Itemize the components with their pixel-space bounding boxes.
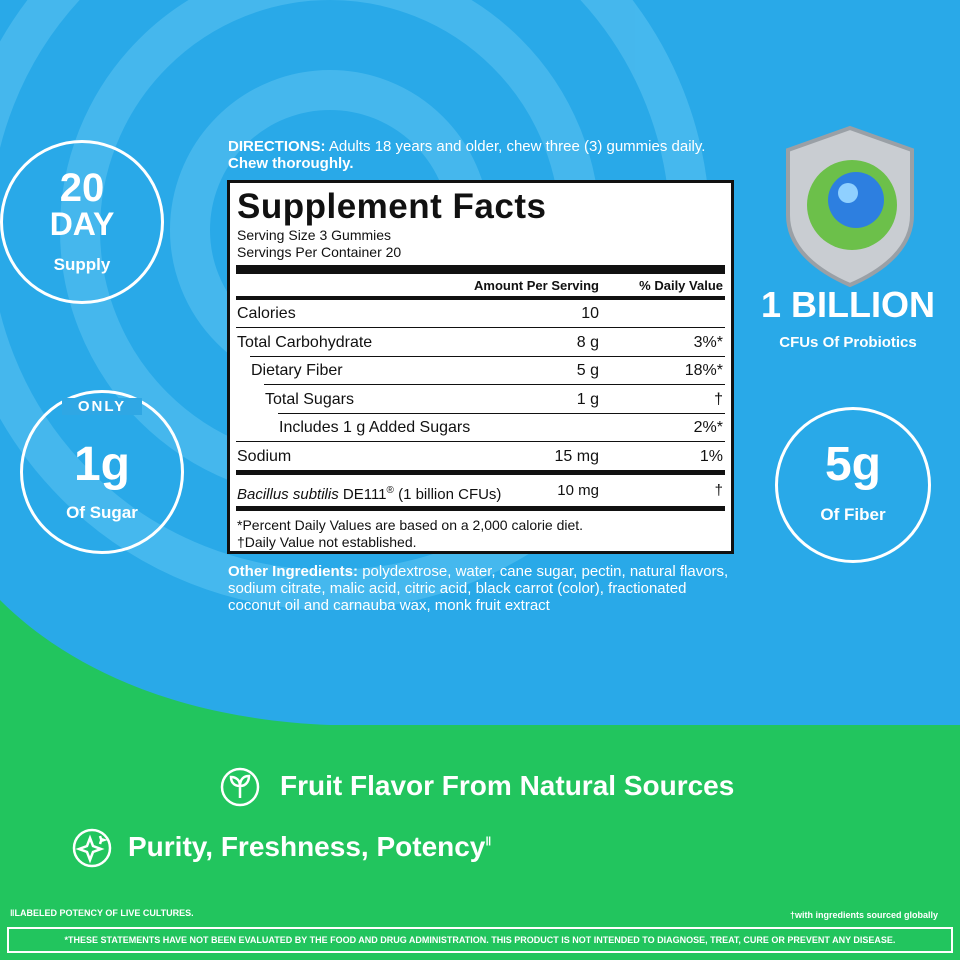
serving-size: Serving Size 3 Gummies: [237, 227, 392, 243]
badge-big: 1 BILLION: [760, 284, 935, 325]
badge-circle: [775, 407, 931, 563]
directions-emphasis: Chew thoroughly.: [228, 155, 354, 172]
culture-species: Bacillus subtilis: [237, 486, 339, 503]
culture-strain: DE111: [342, 486, 387, 503]
row-name: Total Carbohydrate: [237, 333, 373, 351]
row-dv: 18%*: [684, 362, 723, 379]
facts-footnote: *Percent Daily Values are based on a 2,0…: [237, 517, 584, 533]
rule: [236, 265, 725, 274]
badge-small: Of Fiber: [820, 505, 886, 524]
other-ingredients-text: polydextrose, water, cane sugar, pectin,…: [228, 563, 729, 614]
footnote: †with ingredients sourced globally: [789, 910, 938, 920]
rule: [236, 469, 725, 475]
badge-small: CFUs Of Probiotics: [779, 334, 917, 351]
badge-big: 5g: [824, 438, 881, 491]
row-dv: †: [714, 482, 723, 499]
badge-circle: [20, 390, 184, 554]
directions-label: DIRECTIONS:: [228, 138, 326, 155]
disclaimer: *THESE STATEMENTS HAVE NOT BEEN EVALUATE…: [64, 935, 896, 945]
rule: [236, 506, 725, 511]
badge-small: Supply: [53, 255, 111, 274]
row-dv: 2%*: [693, 419, 723, 436]
row-name: Dietary Fiber: [251, 362, 343, 379]
feature-text: Purity, Freshness, Potency: [128, 831, 486, 862]
row-name: Includes 1 g Added Sugars: [279, 419, 471, 436]
row-amount: 10 mg: [557, 482, 599, 499]
badge-big: 1g: [73, 438, 130, 491]
badge-circle: [0, 140, 164, 304]
facts-title: Supplement Facts: [237, 187, 547, 226]
culture-note: (1 billion CFUs): [398, 486, 502, 503]
rule: [236, 441, 725, 442]
row-name: Bacillus subtilis DE111® (1 billion CFUs…: [237, 482, 501, 504]
badge-small: Of Sugar: [66, 503, 138, 522]
directions: DIRECTIONS: Adults 18 years and older, c…: [228, 138, 728, 172]
directions-text: Adults 18 years and older, chew three (3…: [328, 138, 706, 155]
row-dv: †: [714, 390, 723, 408]
row-dv: 3%*: [693, 333, 723, 351]
row-amount: 5 g: [576, 362, 599, 379]
column-header: % Daily Value: [639, 278, 723, 293]
badge-big: 20: [59, 166, 105, 210]
row-name: Sodium: [237, 447, 292, 465]
badge-mid: DAY: [49, 206, 115, 242]
rule: [278, 412, 725, 414]
row-name: Calories: [237, 305, 296, 322]
feature: Fruit Flavor From Natural Sources: [280, 770, 735, 801]
feature-icons: [72, 767, 260, 868]
feature-mark: ‖: [485, 834, 492, 849]
other-ingredients: Other Ingredients: polydextrose, water, …: [228, 563, 733, 614]
row-amount: 8 g: [576, 333, 599, 351]
rule: [236, 296, 725, 300]
servings-per-container: Servings Per Container 20: [237, 244, 402, 260]
row-amount: 10: [581, 305, 599, 322]
row-amount: 15 mg: [554, 447, 599, 465]
column-header: Amount Per Serving: [474, 278, 599, 293]
row-name: Total Sugars: [265, 390, 354, 408]
supplement-facts: Supplement Facts Serving Size 3 Gummies …: [227, 180, 734, 554]
rule: [264, 384, 725, 385]
row-dv: 1%: [699, 447, 723, 465]
facts-footnote: †Daily Value not established.: [237, 534, 417, 550]
badge-top: ONLY: [62, 398, 142, 415]
rule: [236, 327, 725, 328]
feature: Purity, Freshness, Potency‖: [128, 831, 491, 863]
other-ingredients-label: Other Ingredients:: [228, 563, 359, 580]
footnote: ‖LABELED POTENCY OF LIVE CULTURES.: [10, 908, 194, 918]
shield-icon: [786, 125, 914, 288]
rule: [250, 355, 725, 357]
row-amount: 1 g: [576, 390, 599, 408]
disclaimer-box: [7, 927, 953, 953]
culture-mark: ®: [386, 485, 394, 496]
